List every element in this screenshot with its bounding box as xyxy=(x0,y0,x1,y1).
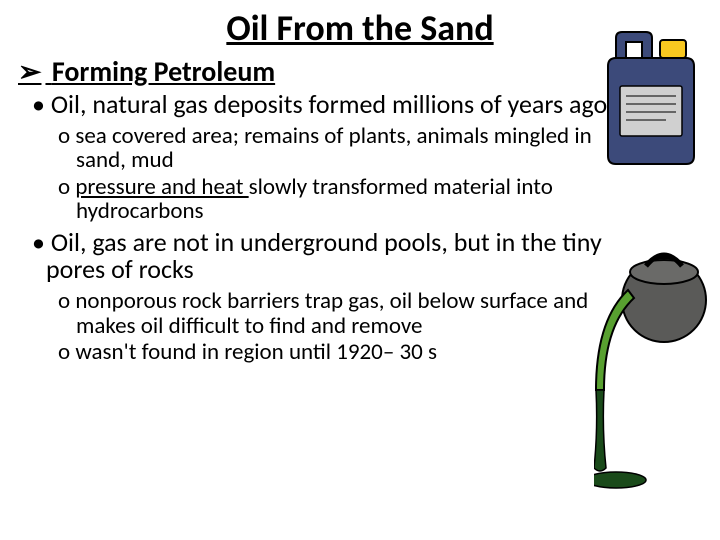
oil-can-icon xyxy=(594,230,714,490)
bullet-2b: wasn't found in region until 1920– 30 s xyxy=(58,340,598,364)
oilcan-oil-puddle xyxy=(594,472,646,488)
jug-handle xyxy=(616,32,652,58)
bullet-1b: pressure and heat slowly transformed mat… xyxy=(58,175,598,223)
bullet-1a: sea covered area; remains of plants, ani… xyxy=(58,124,598,172)
oilcan-spout xyxy=(596,290,634,390)
oil-jug-icon xyxy=(596,28,706,168)
bullet-1: Oil, natural gas deposits formed million… xyxy=(32,91,622,118)
oilcan-lid xyxy=(630,260,698,284)
oilcan-oil-stream xyxy=(594,390,606,471)
heading-text: Forming Petroleum xyxy=(52,54,275,89)
jug-cap xyxy=(660,40,686,58)
bullet-2: Oil, gas are not in underground pools, b… xyxy=(32,229,622,284)
bullet-2a: nonporous rock barriers trap gas, oil be… xyxy=(58,289,598,337)
